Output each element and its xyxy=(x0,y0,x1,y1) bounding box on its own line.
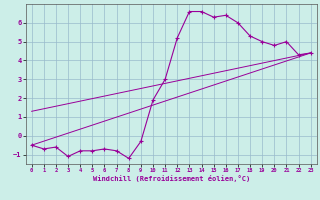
X-axis label: Windchill (Refroidissement éolien,°C): Windchill (Refroidissement éolien,°C) xyxy=(92,175,250,182)
